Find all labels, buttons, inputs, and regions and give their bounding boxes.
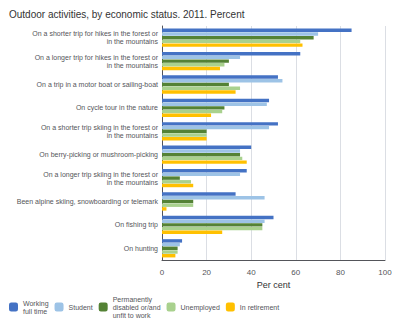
- svg-text:On fishing trip: On fishing trip: [115, 221, 158, 229]
- svg-text:On berry-picking or mushroom-p: On berry-picking or mushroom-picking: [39, 151, 158, 159]
- svg-text:In retirement: In retirement: [240, 304, 279, 311]
- svg-text:in the mountains: in the mountains: [107, 62, 159, 69]
- svg-text:in the mountains: in the mountains: [107, 179, 159, 186]
- svg-text:100: 100: [378, 268, 392, 277]
- svg-text:On a longer trip for hikes in: On a longer trip for hikes in the forest…: [35, 54, 159, 62]
- svg-text:40: 40: [247, 268, 256, 277]
- svg-text:On a longer trip skiing in the: On a longer trip skiing in the forest or: [43, 171, 158, 179]
- svg-text:0: 0: [160, 268, 165, 277]
- svg-text:On hunting: On hunting: [124, 245, 158, 253]
- svg-text:in the mountains: in the mountains: [107, 132, 159, 139]
- svg-text:On a trip in a motor boat or s: On a trip in a motor boat or sailing-boa…: [37, 81, 158, 89]
- svg-text:in the mountains: in the mountains: [107, 38, 159, 45]
- svg-text:On a shorter trip for hikes in: On a shorter trip for hikes in the fores…: [32, 30, 158, 38]
- svg-text:20: 20: [202, 268, 211, 277]
- svg-text:80: 80: [336, 268, 345, 277]
- svg-text:Unemployed: Unemployed: [181, 304, 220, 312]
- svg-text:On a shorter trip skiing in th: On a shorter trip skiing in the forest o…: [41, 124, 159, 132]
- svg-text:Permanently: Permanently: [113, 296, 153, 304]
- svg-text:full time: full time: [23, 308, 47, 315]
- svg-text:Per cent: Per cent: [257, 280, 291, 290]
- svg-text:unfit to work: unfit to work: [113, 312, 151, 319]
- svg-text:On cycle tour in the nature: On cycle tour in the nature: [76, 104, 158, 112]
- svg-text:Working: Working: [23, 300, 49, 308]
- svg-text:Outdoor activities, by economi: Outdoor activities, by economic status. …: [9, 9, 245, 20]
- svg-text:disabled or/and: disabled or/and: [113, 304, 161, 311]
- svg-text:60: 60: [291, 268, 300, 277]
- svg-text:Student: Student: [69, 304, 93, 311]
- svg-text:Been alpine skiing, snowboardi: Been alpine skiing, snowboarding or tele…: [17, 198, 159, 206]
